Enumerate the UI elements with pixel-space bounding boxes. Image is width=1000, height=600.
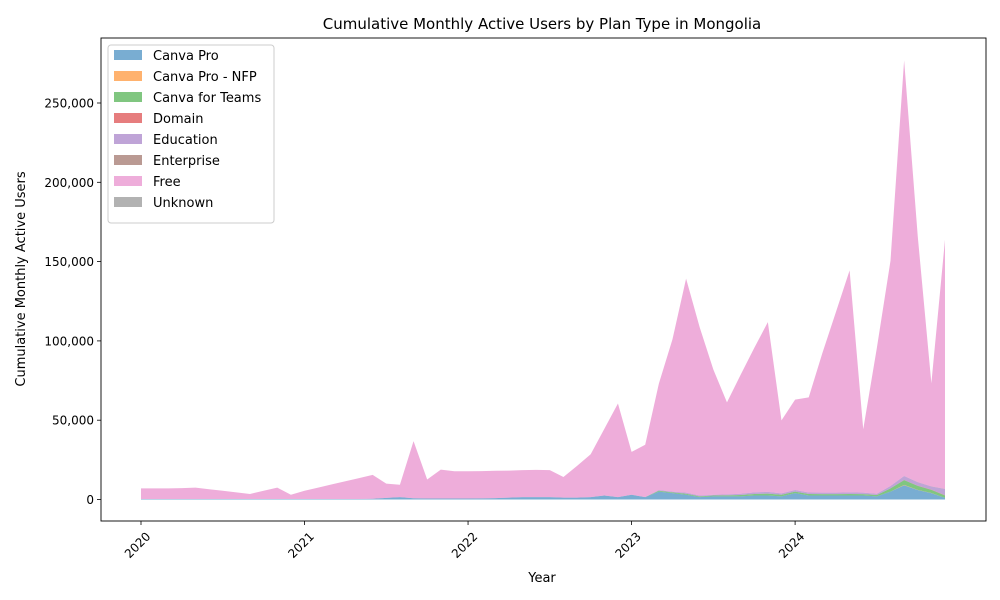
y-tick-label: 250,000 — [44, 97, 94, 111]
legend-label: Enterprise — [153, 154, 220, 169]
area-series-group — [141, 60, 945, 500]
y-axis-label: Cumulative Monthly Active Users — [14, 171, 29, 386]
legend-label: Unknown — [153, 196, 213, 211]
x-axis-label: Year — [527, 571, 556, 586]
x-tick-label: 2023 — [612, 529, 643, 560]
legend-label: Domain — [153, 112, 203, 127]
area-canva-pro — [141, 485, 945, 500]
legend-swatch — [114, 197, 142, 207]
y-tick-label: 0 — [86, 493, 94, 507]
y-tick-label: 50,000 — [52, 414, 94, 428]
legend: Canva Pro Canva Pro - NFP Canva for Teams D… — [107, 44, 275, 224]
legend-label: Education — [153, 133, 218, 148]
legend-label: Canva Pro — [153, 49, 219, 64]
y-tick-label: 100,000 — [44, 334, 94, 348]
legend-swatch — [114, 92, 142, 102]
x-axis: 2020 2021 2022 2023 2024 — [122, 521, 807, 561]
x-tick-label: 2022 — [449, 529, 480, 560]
legend-swatch — [114, 113, 142, 123]
legend-swatch — [114, 176, 142, 186]
y-tick-label: 150,000 — [44, 255, 94, 269]
chart-title: Cumulative Monthly Active Users by Plan … — [323, 15, 762, 33]
legend-swatch — [114, 50, 142, 60]
y-tick-label: 200,000 — [44, 176, 94, 190]
legend-swatch — [114, 155, 142, 165]
area-free — [141, 60, 945, 500]
x-tick-label: 2021 — [285, 529, 316, 560]
x-tick-label: 2020 — [122, 529, 153, 560]
legend-box — [107, 44, 275, 224]
y-axis: 0 50,000 100,000 150,000 200,000 250,000 — [44, 97, 101, 507]
x-tick-label: 2024 — [776, 529, 807, 560]
legend-swatch — [114, 134, 142, 144]
plot-frame — [100, 37, 987, 522]
legend-label: Canva for Teams — [153, 91, 261, 106]
legend-label: Free — [153, 175, 181, 190]
legend-label: Canva Pro - NFP — [153, 70, 257, 85]
legend-swatch — [114, 71, 142, 81]
